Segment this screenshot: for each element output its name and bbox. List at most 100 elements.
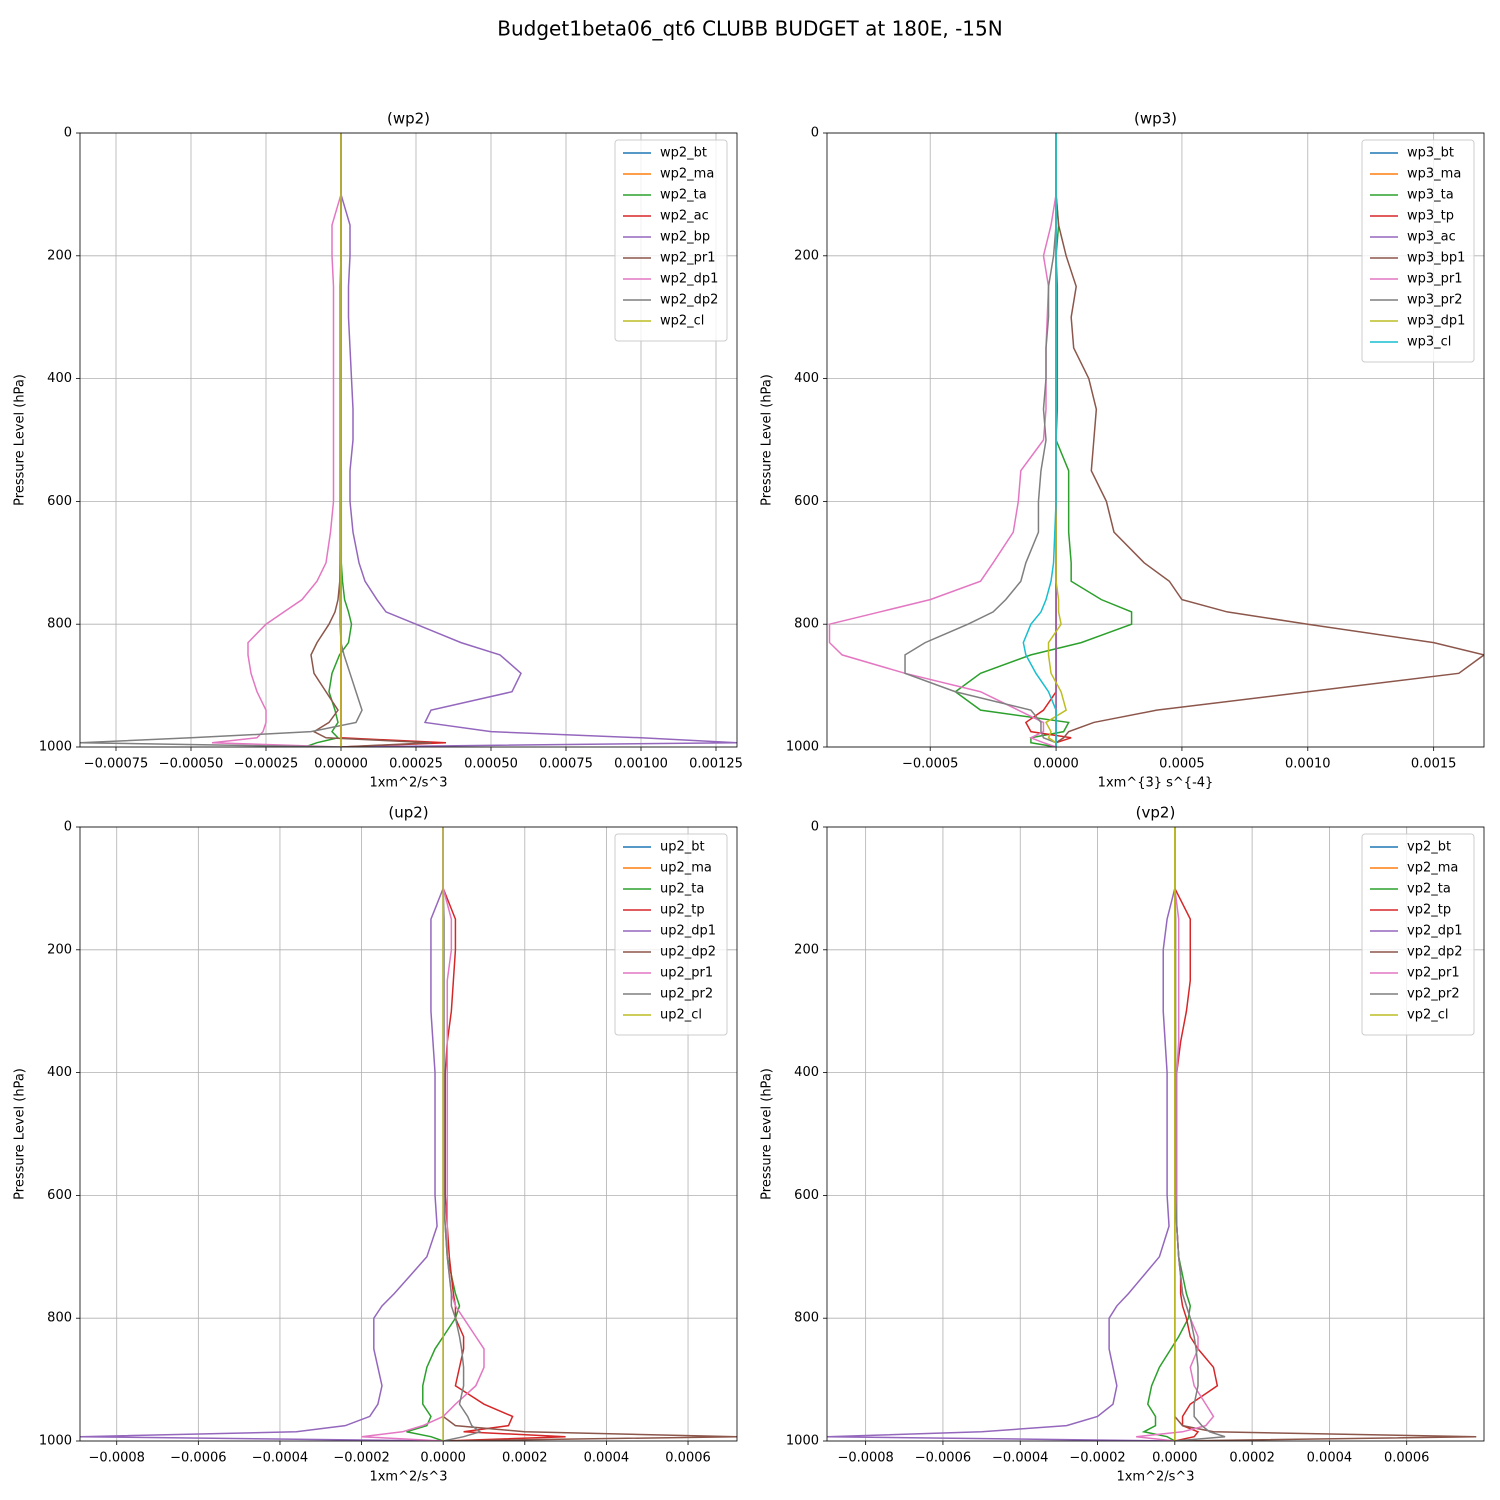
x-tick-label: 0.0006 [665, 1451, 711, 1466]
legend-label: up2_pr2 [660, 987, 713, 1002]
legend-label: wp3_pr2 [1407, 293, 1463, 308]
legend-label: wp3_bp1 [1407, 251, 1465, 266]
legend-box [1361, 833, 1475, 1036]
x-tick-label: 0.0000 [1152, 1451, 1198, 1466]
x-tick-label: 0.0004 [1307, 1451, 1353, 1466]
y-tick-label: 1000 [39, 1434, 72, 1449]
series-line [1022, 133, 1057, 747]
y-tick-label: 800 [47, 617, 72, 632]
legend-label: wp3_cl [1407, 335, 1451, 350]
y-tick-label: 1000 [39, 740, 72, 755]
series-line [442, 827, 566, 1441]
legend: wp2_bt wp2_ma wp2_ta wp2_ac wp2_bp wp2_pr1 wp2… [614, 139, 728, 342]
y-tick-label: 400 [47, 1065, 72, 1080]
x-tick-label: 0.00000 [314, 757, 368, 772]
legend-label: vp2_tp [1407, 903, 1451, 918]
series-line [1174, 827, 1226, 1441]
x-tick-label: 0.0006 [1384, 1451, 1430, 1466]
x-tick-label: 0.0000 [420, 1451, 466, 1466]
legend-label: wp2_ac [660, 209, 709, 224]
legend: vp2_bt vp2_ma vp2_ta vp2_tp vp2_dp1 vp2_dp2vp… [1361, 833, 1475, 1036]
legend-label: up2_pr1 [660, 966, 713, 981]
y-tick-label: 200 [794, 248, 819, 263]
y-tick-label: 400 [794, 371, 819, 386]
y-tick-label: 0 [64, 126, 72, 141]
series-line [954, 133, 1133, 747]
legend-label: up2_ma [660, 861, 712, 876]
legend-label: wp3_pr1 [1407, 272, 1463, 287]
y-tick-label: 800 [794, 1311, 819, 1326]
legend-label: wp3_ta [1407, 188, 1454, 203]
x-tick-label: −0.0008 [89, 1451, 145, 1466]
legend-label: wp3_dp1 [1407, 314, 1465, 329]
x-tick-label: −0.0004 [252, 1451, 308, 1466]
legend-label: vp2_ta [1407, 882, 1451, 897]
y-axis-label: Pressure Level (hPa) [13, 374, 28, 506]
axes-frame [79, 132, 738, 748]
x-tick-label: −0.0005 [902, 757, 958, 772]
legend-label: vp2_pr1 [1407, 966, 1460, 981]
legend-label: up2_dp1 [660, 924, 716, 939]
y-tick-label: 200 [47, 942, 72, 957]
x-tick-label: −0.0002 [1069, 1451, 1125, 1466]
series-line [1055, 133, 1484, 747]
legend-label: vp2_cl [1407, 1008, 1448, 1023]
legend-label: wp2_pr1 [660, 251, 716, 266]
figure-title: Budget1beta06_qt6 CLUBB BUDGET at 180E, … [497, 17, 1002, 41]
series-line [828, 133, 1057, 747]
x-tick-label: −0.00075 [84, 757, 149, 772]
y-tick-label: 200 [794, 942, 819, 957]
subplot-title: (wp3) [1134, 110, 1177, 128]
legend-label: wp2_bp [660, 230, 710, 245]
subplot-title: (wp2) [387, 110, 430, 128]
x-tick-label: −0.0002 [333, 1451, 389, 1466]
x-tick-label: −0.0006 [170, 1451, 226, 1466]
y-tick-label: 600 [794, 1188, 819, 1203]
y-tick-label: 0 [811, 126, 819, 141]
subplot-title: (vp2) [1136, 804, 1176, 822]
legend-label: vp2_bt [1407, 840, 1451, 855]
legend-label: wp2_bt [660, 146, 707, 161]
y-axis-label: Pressure Level (hPa) [760, 1068, 775, 1200]
lines [80, 133, 737, 747]
y-tick-label: 600 [47, 494, 72, 509]
legend-label: vp2_dp2 [1407, 945, 1463, 960]
x-tick-label: 0.0005 [1159, 757, 1205, 772]
series-line [211, 133, 342, 747]
legend-label: vp2_dp1 [1407, 924, 1463, 939]
x-axis-label: 1xm^{3} s^{-4} [1098, 776, 1214, 791]
y-tick-label: 0 [64, 820, 72, 835]
y-tick-label: 1000 [786, 1434, 819, 1449]
y-tick-label: 600 [47, 1188, 72, 1203]
x-axis-label: 1xm^2/s^3 [369, 776, 447, 791]
legend-label: up2_cl [660, 1008, 702, 1023]
x-tick-label: 0.00025 [389, 757, 443, 772]
legend-label: wp3_ma [1407, 167, 1461, 182]
y-tick-label: 400 [47, 371, 72, 386]
legend: up2_bt up2_ma up2_ta up2_tp up2_dp1 up2_dp2up… [614, 833, 728, 1036]
subplot-title: (up2) [388, 804, 428, 822]
axes-frame [826, 132, 1485, 748]
y-tick-label: 400 [794, 1065, 819, 1080]
y-axis-label: Pressure Level (hPa) [760, 374, 775, 506]
subplot: −0.0008 −0.0006 −0.0004 −0.0002 0.0000 0.0002… [13, 804, 738, 1485]
legend-label: up2_tp [660, 903, 705, 918]
legend-label: wp2_cl [660, 314, 704, 329]
legend-label: wp2_ta [660, 188, 707, 203]
x-tick-label: 0.00050 [464, 757, 518, 772]
legend-label: wp2_ma [660, 167, 714, 182]
legend-label: wp2_dp2 [660, 293, 718, 308]
x-tick-label: 0.0000 [1033, 757, 1079, 772]
series-line [310, 133, 432, 747]
legend-box [614, 139, 728, 342]
axes-frame [79, 826, 738, 1442]
legend: wp3_bt wp3_ma wp3_ta wp3_tp wp3_ac wp3_bp1 wp3… [1361, 139, 1475, 363]
series-line [80, 133, 363, 747]
x-tick-label: 0.0010 [1285, 757, 1331, 772]
series-line [904, 133, 1057, 747]
series-line [442, 827, 482, 1441]
legend-label: vp2_ma [1407, 861, 1458, 876]
x-tick-label: 0.00100 [614, 757, 668, 772]
axes-frame [826, 826, 1485, 1442]
